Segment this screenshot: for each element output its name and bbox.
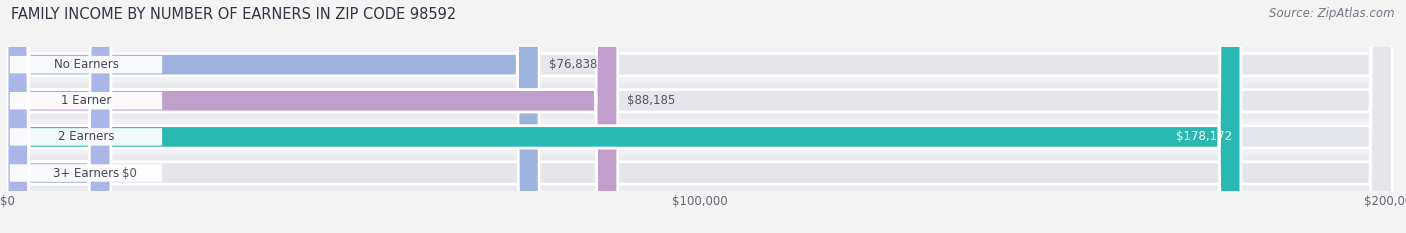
FancyBboxPatch shape (6, 155, 1393, 191)
FancyBboxPatch shape (6, 119, 1393, 155)
FancyBboxPatch shape (7, 0, 1392, 233)
FancyBboxPatch shape (7, 0, 617, 233)
FancyBboxPatch shape (10, 56, 162, 73)
Text: $178,172: $178,172 (1177, 130, 1233, 143)
FancyBboxPatch shape (6, 47, 1393, 83)
Text: FAMILY INCOME BY NUMBER OF EARNERS IN ZIP CODE 98592: FAMILY INCOME BY NUMBER OF EARNERS IN ZI… (11, 7, 457, 22)
Text: 1 Earner: 1 Earner (60, 94, 111, 107)
FancyBboxPatch shape (6, 83, 1393, 119)
FancyBboxPatch shape (7, 0, 111, 233)
Text: $88,185: $88,185 (627, 94, 676, 107)
FancyBboxPatch shape (10, 92, 162, 110)
FancyBboxPatch shape (7, 0, 1392, 233)
FancyBboxPatch shape (7, 0, 1241, 233)
Text: 3+ Earners: 3+ Earners (53, 167, 120, 179)
FancyBboxPatch shape (10, 164, 162, 182)
FancyBboxPatch shape (10, 128, 162, 146)
FancyBboxPatch shape (7, 0, 1392, 233)
Text: Source: ZipAtlas.com: Source: ZipAtlas.com (1270, 7, 1395, 20)
FancyBboxPatch shape (7, 0, 538, 233)
Text: $0: $0 (122, 167, 136, 179)
FancyBboxPatch shape (7, 0, 1392, 233)
Text: 2 Earners: 2 Earners (58, 130, 114, 143)
Text: $76,838: $76,838 (548, 58, 598, 71)
Text: No Earners: No Earners (53, 58, 118, 71)
